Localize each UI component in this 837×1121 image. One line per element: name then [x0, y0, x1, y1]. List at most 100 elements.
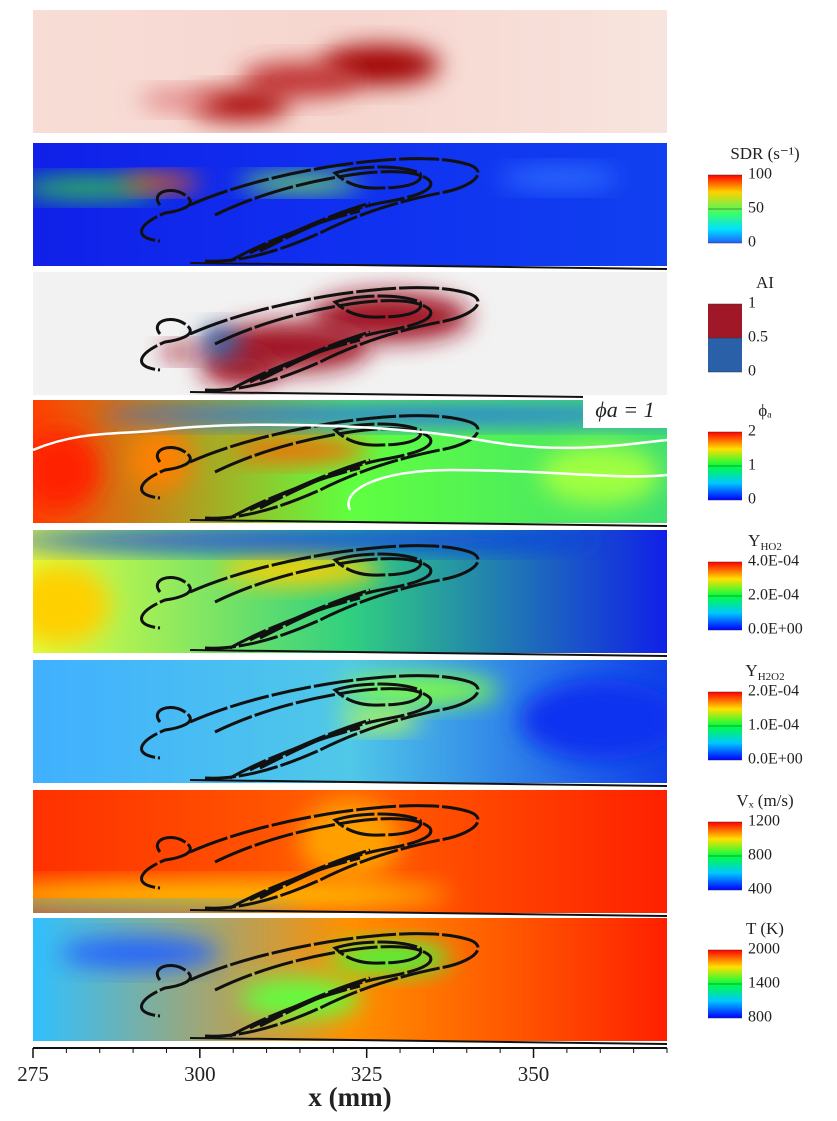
contour-line: [332, 812, 423, 837]
field-blob: [140, 90, 220, 110]
colorbar-title: SDR (s⁻¹): [730, 144, 799, 163]
x-tick-label: 300: [184, 1062, 216, 1086]
panel-bottom-edge: [189, 262, 668, 270]
colorbar-segment: [708, 304, 742, 338]
colorbar-title: Vₓ (m/s): [736, 791, 793, 810]
colorbar-tick-label: 1400: [748, 975, 780, 992]
panel-bottom-edge: [189, 779, 668, 787]
annotation-box: [583, 395, 667, 428]
field-panel: [33, 143, 667, 266]
colorbar-tick-label: 2000: [748, 941, 780, 958]
colorbar-tick-label: 800: [748, 1009, 772, 1026]
colorbar-title-text: T (K): [746, 919, 784, 938]
x-tick-label: 275: [17, 1062, 49, 1086]
colorbar-tick-label: 0: [748, 491, 756, 508]
contour-line: [332, 294, 423, 319]
colorbar-tick-label: 400: [748, 881, 772, 898]
field-panel: [33, 530, 667, 653]
field-panel: [33, 10, 667, 133]
colorbar-tick-label: 0.0E+00: [748, 621, 803, 638]
white-contour: [33, 423, 667, 511]
field-blob: [230, 438, 370, 462]
contour-line: [189, 804, 480, 910]
field-blob: [100, 405, 667, 425]
contour-line: [332, 165, 423, 190]
field-background: [33, 918, 667, 1041]
contour-line: [140, 189, 192, 243]
x-tick-label: 350: [518, 1062, 550, 1086]
contour-line: [189, 544, 480, 650]
field-panel: [33, 918, 667, 1041]
colorbar-tick-label: 1: [748, 295, 756, 312]
contour-line: [140, 446, 192, 500]
x-tick-label: 325: [351, 1062, 383, 1086]
contour-line: [332, 422, 423, 447]
panel-bottom-edge: [189, 1037, 668, 1045]
colorbar-tick-label: 1: [748, 457, 756, 474]
contour-line: [332, 940, 423, 965]
contour-line: [229, 466, 361, 520]
colorbar-title-text: ϕₐ: [758, 401, 772, 420]
colorbar-title-text: Y: [745, 661, 757, 680]
colorbar-title-text: SDR (s⁻¹): [730, 144, 799, 163]
field-blob: [520, 680, 667, 760]
colorbar-tick-label: 1.0E-04: [748, 717, 799, 734]
colorbar-title: YH2O2: [745, 661, 784, 683]
colorbar-tick-label: 2.0E-04: [748, 683, 799, 700]
x-axis: 275 300 325 350 x (mm): [17, 1047, 668, 1112]
panel-bottom-edge: [189, 649, 668, 657]
contour-line: [140, 576, 192, 630]
contour-line: [229, 726, 361, 780]
field-blob: [60, 938, 220, 968]
contour-line: [189, 157, 480, 263]
contour-line: [189, 414, 480, 520]
colorbar-tick-label: 2.0E-04: [748, 587, 799, 604]
field-panels: [33, 10, 668, 1045]
field-blob: [33, 430, 100, 510]
contour-line: [140, 706, 192, 760]
colorbar-segment: [708, 338, 742, 372]
contour-line: [229, 338, 361, 392]
colorbar-tick-label: 100: [748, 166, 772, 183]
colorbar-tick-label: 0: [748, 363, 756, 380]
field-background: [33, 143, 667, 266]
contour-line: [229, 984, 361, 1038]
contour-line: [332, 682, 423, 707]
panel-bottom-edge: [189, 909, 668, 917]
field-panel: [33, 660, 667, 783]
colorbar-title: T (K): [746, 919, 784, 938]
contour-line: [229, 209, 361, 263]
contour-line: [189, 932, 480, 1038]
colorbar-tick-label: 800: [748, 847, 772, 864]
field-blob: [120, 175, 200, 191]
colorbar-tick-label: 0: [748, 234, 756, 251]
colorbar-title-text: Vₓ (m/s): [736, 791, 793, 810]
colorbars: SDR (s⁻¹)050100AI00.51ϕₐ012YHO20.0E+002.…: [708, 144, 803, 1026]
colorbar-title: YHO2: [748, 531, 782, 553]
contour-line: [140, 964, 192, 1018]
colorbar-tick-label: 2: [748, 423, 756, 440]
panel-bottom-edge: [189, 519, 668, 527]
colorbar-title-subscript: H2O2: [758, 671, 785, 683]
x-axis-label: x (mm): [308, 1082, 391, 1112]
contour-line: [229, 596, 361, 650]
contour-line: [189, 674, 480, 780]
field-blob: [33, 883, 450, 907]
colorbar-title: AI: [756, 273, 774, 292]
field-blob: [33, 565, 110, 645]
colorbar-title-text: Y: [748, 531, 760, 550]
field-blob: [162, 344, 198, 360]
field-panel: [33, 400, 667, 523]
annotation: ϕa = 1: [595, 397, 654, 422]
contour-line: [189, 286, 480, 392]
field-panel: [33, 790, 667, 913]
contour-line: [140, 836, 192, 890]
field-blob: [240, 978, 360, 1018]
colorbar-title-text: AI: [756, 273, 774, 292]
colorbar-tick-label: 50: [748, 200, 764, 217]
colorbar-title-subscript: HO2: [760, 541, 781, 553]
field-blob: [500, 168, 620, 188]
colorbar-tick-label: 1200: [748, 813, 780, 830]
field-blob: [240, 62, 360, 98]
